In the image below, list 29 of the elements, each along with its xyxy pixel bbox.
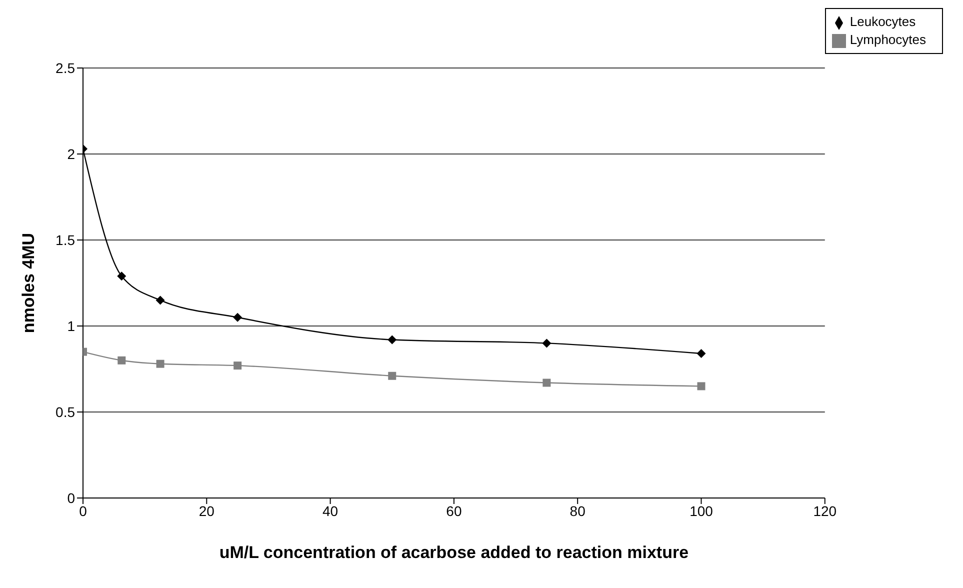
point xyxy=(697,382,706,390)
x-axis-title: uM/L concentration of acarbose added to reaction mixture xyxy=(219,543,689,562)
y-axis-title: nmoles 4MU xyxy=(19,232,38,334)
point xyxy=(117,272,126,281)
point xyxy=(388,372,396,380)
x-tick-label: 120 xyxy=(813,502,837,519)
point xyxy=(156,296,165,305)
point xyxy=(696,349,706,358)
point xyxy=(542,378,551,387)
x-tick-label: 40 xyxy=(322,502,338,519)
y-tick-label: 0 xyxy=(67,490,76,506)
y-tick-label: 1 xyxy=(67,318,76,334)
y-tick-label: 0.5 xyxy=(56,404,76,420)
point xyxy=(234,362,242,370)
y-tick-label: 2.5 xyxy=(56,60,76,76)
x-tick-label: 60 xyxy=(446,502,462,519)
x-tick-label: 80 xyxy=(570,502,586,519)
y-tick-label: 1.5 xyxy=(56,232,76,248)
point xyxy=(118,356,126,364)
x-tick-label: 100 xyxy=(690,502,714,519)
point xyxy=(156,360,164,368)
legend-label: Lymphocytes xyxy=(850,32,926,47)
point xyxy=(542,338,552,348)
legend-label: Leukocytes xyxy=(850,14,916,29)
point xyxy=(233,312,242,322)
y-tick-label: 2 xyxy=(67,146,76,162)
x-tick-label: 0 xyxy=(79,502,88,519)
point xyxy=(388,335,397,344)
x-tick-label: 20 xyxy=(198,502,215,519)
